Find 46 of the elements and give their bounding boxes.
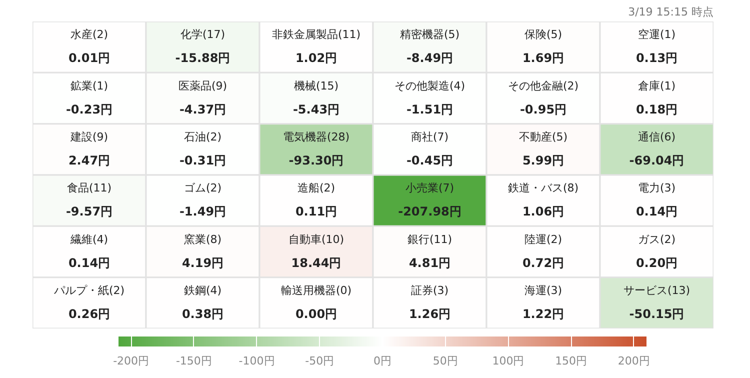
text: パルプ・紙(2) 0.26円 [54, 284, 125, 321]
text: その他製造(4) -1.51円 [394, 79, 466, 116]
text: その他金融(2) -0.95円 [508, 79, 579, 116]
color-bar-label: 0円 [374, 354, 392, 368]
text: 化学(17) -15.88円 [175, 28, 230, 66]
text: 保険(5) 1.69円 [522, 28, 564, 66]
text: 鉱業(1) -0.23円 [66, 79, 113, 116]
text: 電力(3) 0.14円 [636, 182, 678, 219]
color-bar-label: -200円 [113, 354, 150, 368]
text: 不動産(5) 5.99円 [518, 130, 568, 168]
text: 機械(15) -5.43円 [292, 79, 340, 116]
text: ガス(2) 0.20円 [636, 232, 678, 270]
text: 海運(3) 1.22円 [522, 284, 564, 321]
text: サービス(13) -50.15円 [623, 284, 690, 321]
text: 商社(7) -0.45円 [406, 130, 454, 168]
text: 陸運(2) 0.72円 [522, 232, 564, 270]
color-bar-label: -100円 [238, 354, 275, 368]
text: 輸送用機器(0) 0.00円 [280, 284, 352, 321]
text: ゴム(2) -1.49円 [179, 182, 226, 219]
color-bar-label: 150円 [555, 354, 588, 368]
text: 3/19 15:15 時点 [628, 6, 714, 18]
text: 鉄鋼(4) 0.38円 [182, 284, 224, 321]
text: 造船(2) 0.11円 [295, 182, 338, 219]
text: 食品(11) -9.57円 [66, 182, 113, 219]
text: 銀行(11) 4.81円 [407, 232, 452, 270]
color-bar-label: -150円 [176, 354, 212, 368]
text: 自動車(10) 18.44円 [288, 232, 344, 270]
text: 非鉄金属製品(11) 1.02円 [272, 28, 361, 66]
color-bar-label: 200円 [618, 354, 650, 368]
text: 繊維(4) 0.14円 [68, 232, 110, 270]
color-bar-label: 50円 [432, 354, 458, 368]
text: 精密機器(5) -8.49円 [400, 28, 460, 66]
text: 窯業(8) 4.19円 [182, 232, 224, 270]
text: 石油(2) -0.31円 [179, 130, 226, 168]
text: 電気機器(28) -93.30円 [282, 130, 350, 168]
text: 小売業(7) -207.98円 [398, 182, 462, 219]
text: 医薬品(9) -4.37円 [178, 79, 228, 116]
text: 建設(9) 2.47円 [68, 130, 110, 168]
text: 通信(6) -69.04円 [629, 130, 684, 168]
text: 空運(1) 0.13円 [636, 28, 678, 66]
color-bar-label: -50円 [305, 354, 334, 368]
text: 倉庫(1) 0.18円 [636, 79, 678, 116]
text: 鉄道・バス(8) 1.06円 [508, 182, 579, 219]
text: 水産(2) 0.01円 [68, 28, 110, 66]
color-bar-label: 100円 [492, 354, 524, 368]
text: 証券(3) 1.26円 [408, 284, 451, 321]
